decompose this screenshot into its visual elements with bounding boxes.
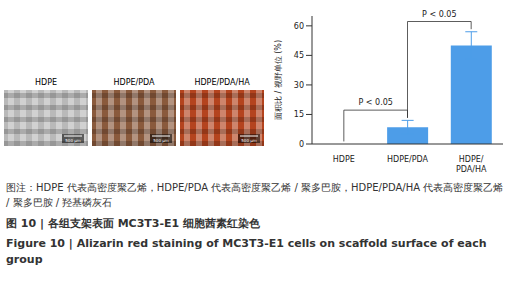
html-text:HDPE/PDA/HA: HDPE/PDA/HA (194, 78, 250, 87)
svg-text:PDA/HA: PDA/HA (456, 165, 487, 174)
html-text:HDPE/PDA: HDPE/PDA (113, 78, 155, 87)
svg-text:15: 15 (294, 110, 304, 119)
svg-text:面积比 / 视野单位 (%): 面积比 / 视野单位 (%) (274, 40, 283, 120)
svg-text:500 μm: 500 μm (241, 138, 256, 143)
svg-text:45: 45 (294, 51, 304, 60)
html-text:HDPE: HDPE (35, 78, 57, 87)
html-text:图注：HDPE 代表高密度聚乙烯，HDPE/PDA 代表高密: 图注：HDPE 代表高密度聚乙烯，HDPE/PDA 代表高密度聚乙烯 / 聚多巴… (6, 182, 504, 208)
svg-text:P < 0.05: P < 0.05 (358, 98, 392, 107)
svg-text:500 μm: 500 μm (65, 138, 80, 143)
svg-text:60: 60 (294, 22, 304, 31)
svg-text:HDPE/PDA: HDPE/PDA (387, 155, 429, 164)
svg-text:500 μm: 500 μm (153, 138, 168, 143)
html-text:Figure 10 | Alizarin red stain: Figure 10 | Alizarin red staining of MC3… (6, 237, 487, 266)
svg-text:P < 0.05: P < 0.05 (422, 10, 456, 19)
html-text:图 10 | 各组支架表面 MC3T3-E1 细胞茜素红染色: 图 10 | 各组支架表面 MC3T3-E1 细胞茜素红染色 (6, 217, 260, 230)
svg-text:HDPE: HDPE (333, 155, 355, 164)
svg-text:0: 0 (299, 140, 304, 149)
svg-text:30: 30 (294, 81, 304, 90)
svg-text:HDPE/: HDPE/ (459, 155, 484, 164)
